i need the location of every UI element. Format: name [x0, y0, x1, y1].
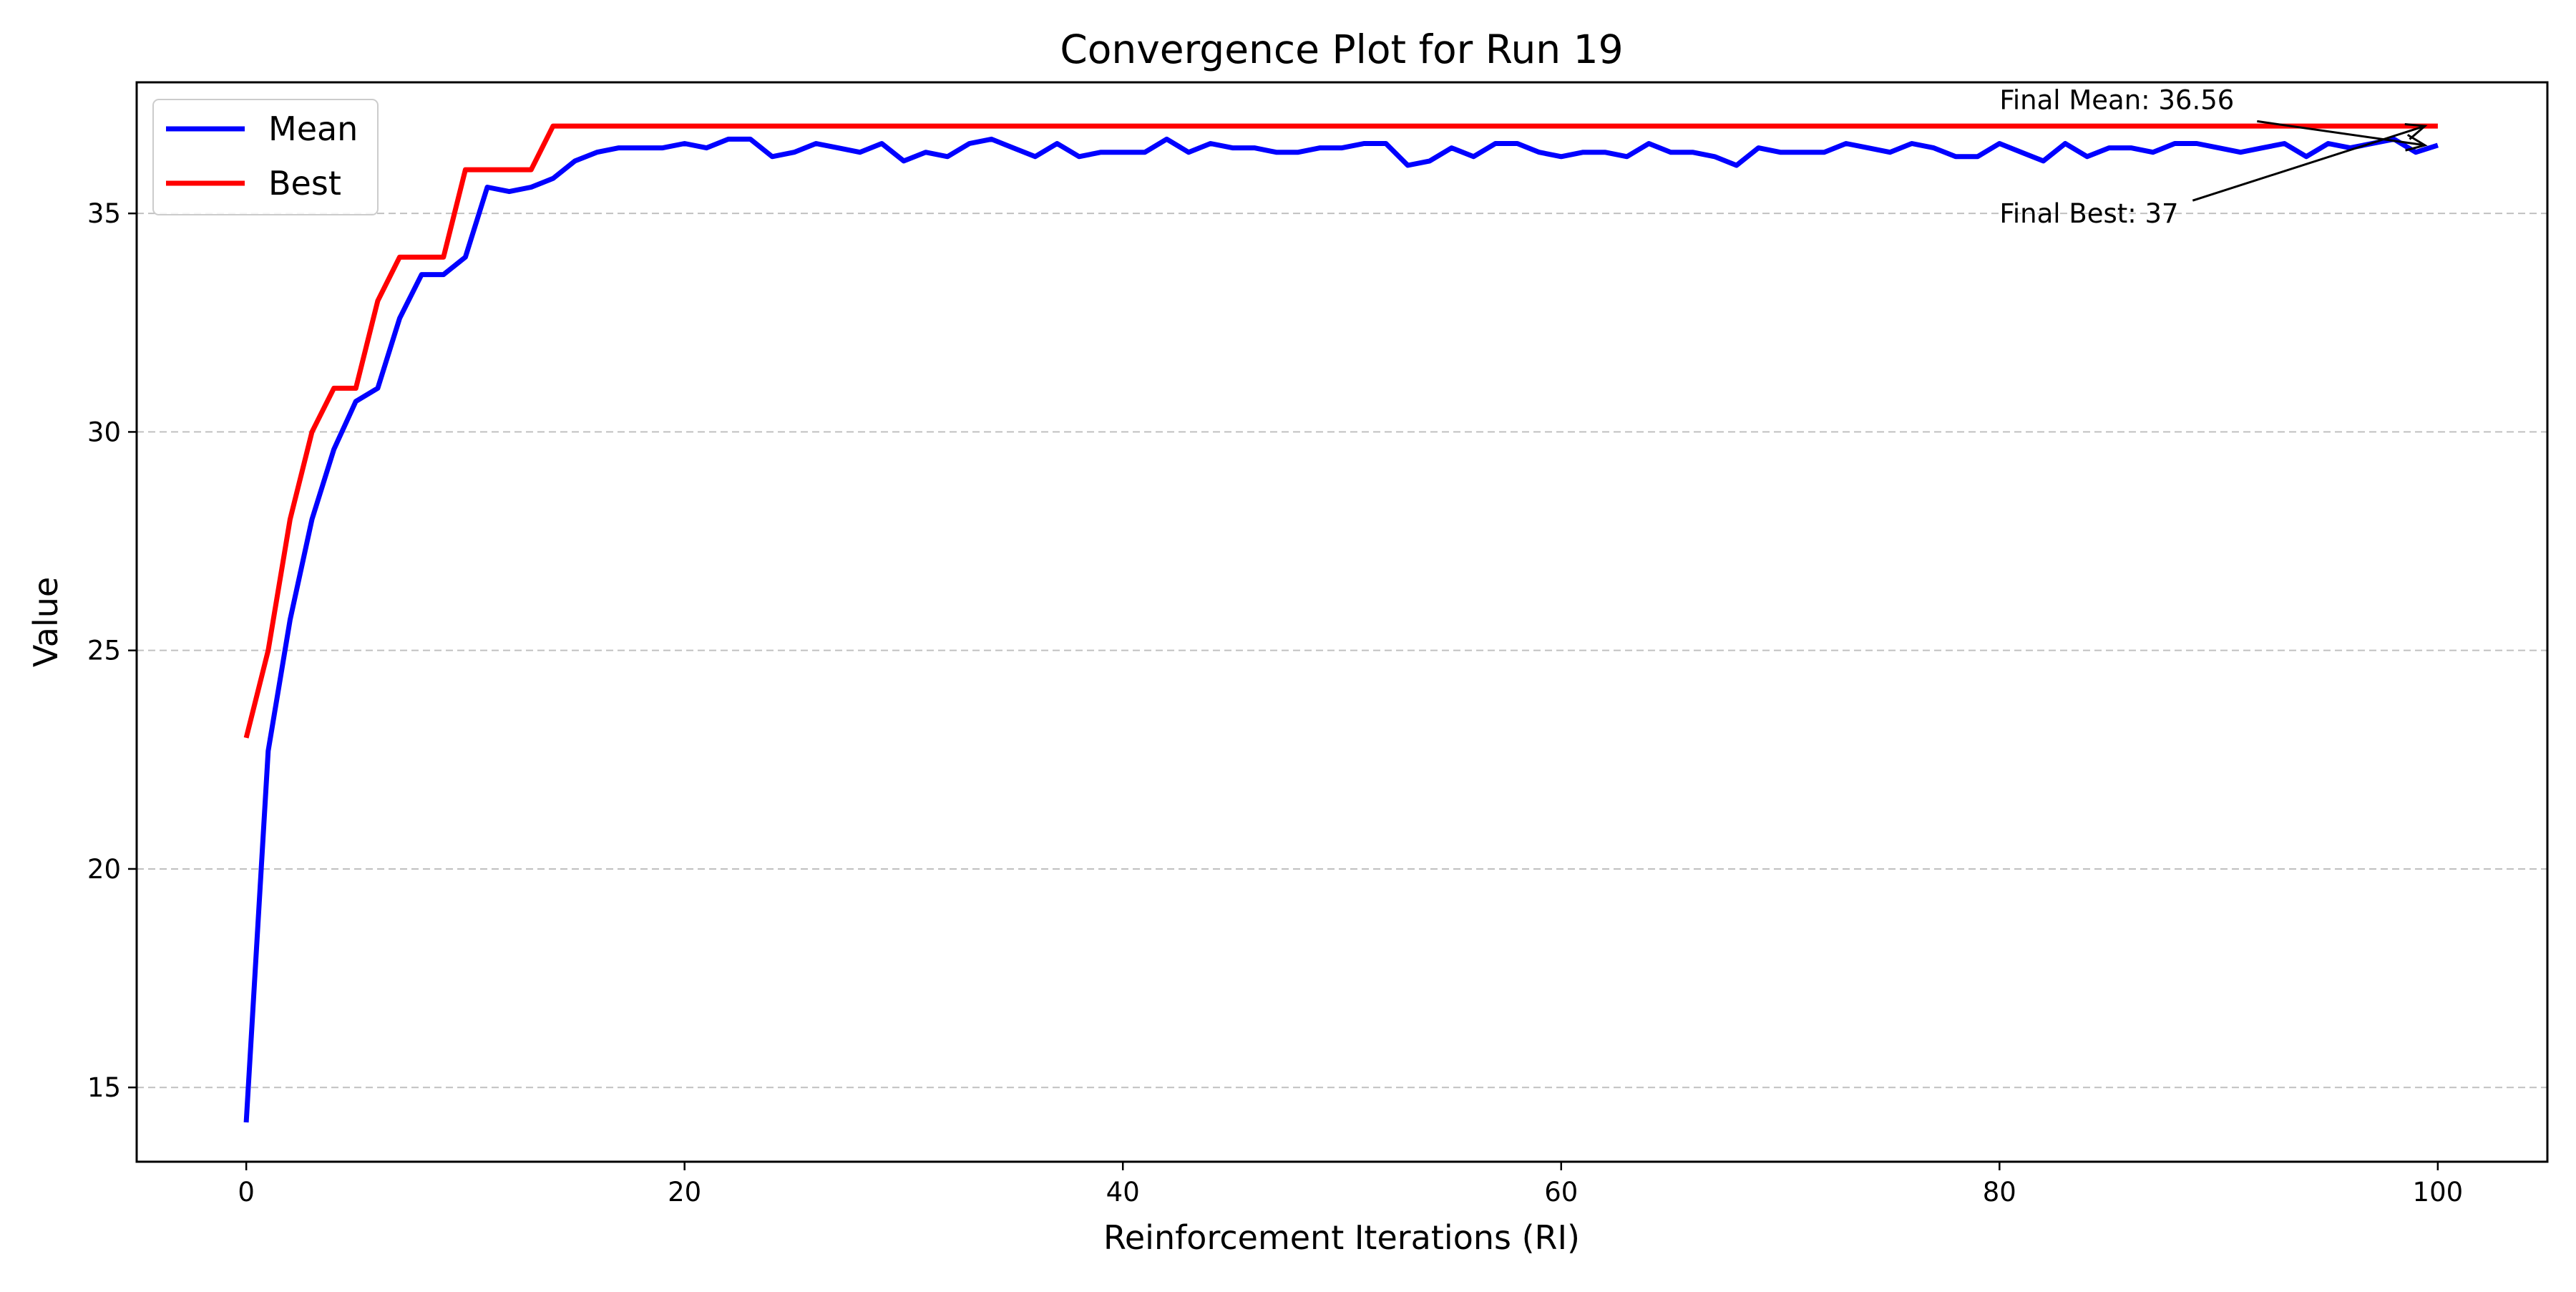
y-tick-label-15: 15: [87, 1072, 121, 1103]
annotation-arrow-0: [2257, 120, 2426, 147]
annotation-arrowhead-0: [2405, 134, 2428, 152]
x-tick-label-60: 60: [1544, 1177, 1578, 1208]
legend: Mean Best: [152, 99, 379, 215]
annotation-label-0: Final Mean: 36.56: [1999, 84, 2234, 115]
series-line-best: [243, 123, 2438, 739]
legend-label-best: Best: [268, 164, 341, 203]
y-tick-label-30: 30: [87, 417, 121, 447]
x-tick-label-40: 40: [1106, 1177, 1140, 1208]
y-tick-label-35: 35: [87, 198, 121, 229]
series-line-mean: [243, 136, 2439, 1123]
plot-frame: [135, 81, 2549, 1163]
y-axis-title: Value: [26, 577, 65, 667]
legend-label-mean: Mean: [268, 110, 358, 148]
y-tick-label-20: 20: [87, 854, 121, 885]
chart-title: Convergence Plot for Run 19: [1060, 26, 1623, 72]
x-tick-label-80: 80: [1983, 1177, 2016, 1208]
annotation-label-1: Final Best: 37: [1999, 198, 2178, 229]
x-tick-label-100: 100: [2413, 1177, 2464, 1208]
x-tick-label-20: 20: [668, 1177, 701, 1208]
x-tick-label-0: 0: [238, 1177, 255, 1208]
annotation-arrowhead-1: [2404, 123, 2428, 140]
x-axis-title: Reinforcement Iterations (RI): [1103, 1218, 1580, 1257]
y-tick-label-25: 25: [87, 636, 121, 666]
annotation-arrow-1: [2192, 125, 2426, 202]
